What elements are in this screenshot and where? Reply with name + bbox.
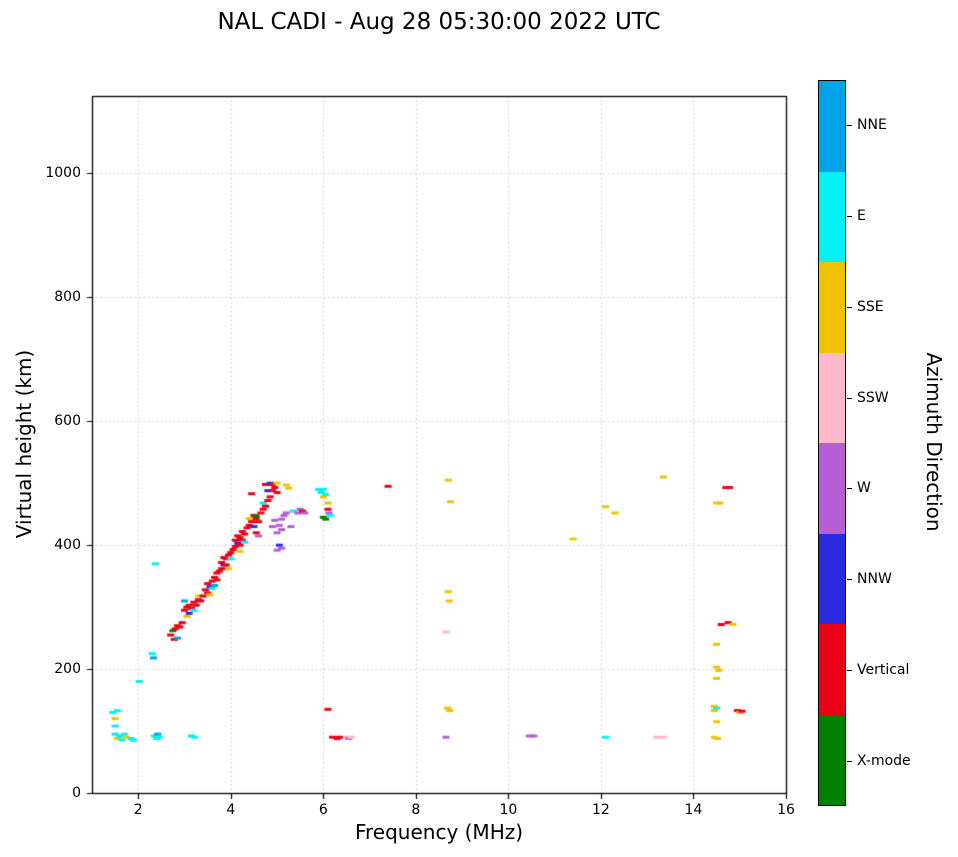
colorbar-tick	[847, 306, 852, 308]
colorbar-label-NNW: NNW	[857, 571, 892, 588]
colorbar-axis-label: Azimuth Direction	[922, 352, 946, 532]
colorbar-segment-Vertical	[819, 624, 845, 715]
colorbar-tick	[847, 488, 852, 490]
colorbar-label-W: W	[857, 480, 871, 497]
x-tick-label: 8	[411, 802, 421, 818]
x-tick-label: 12	[592, 802, 610, 818]
x-axis-label: Frequency (MHz)	[354, 820, 524, 844]
x-tick-label: 14	[684, 802, 703, 818]
colorbar-tick	[847, 397, 852, 399]
x-tick-label: 10	[499, 802, 518, 818]
colorbar-tick	[847, 579, 852, 581]
y-axis-label: Virtual height (km)	[12, 349, 36, 539]
colorbar-tick	[847, 216, 852, 218]
y-tick-label: 1000	[45, 165, 81, 182]
colorbar-segment-SSE	[819, 262, 845, 353]
colorbar-tick	[847, 669, 852, 671]
y-tick-label: 0	[72, 785, 81, 801]
x-tick-label: 2	[133, 802, 143, 818]
colorbar-label-NNE: NNE	[857, 117, 887, 134]
x-tick-label: 4	[226, 802, 236, 818]
colorbar-label-SSW: SSW	[857, 389, 889, 406]
colorbar-segment-NNE	[819, 81, 845, 172]
colorbar-segment-SSW	[819, 352, 845, 443]
colorbar-segment-NNW	[819, 533, 845, 624]
chart-title: NAL CADI - Aug 28 05:30:00 2022 UTC	[217, 9, 661, 35]
colorbar-label-E: E	[857, 208, 866, 225]
colorbar-tick	[847, 125, 852, 127]
colorbar-segment-E	[819, 171, 845, 262]
colorbar-segment-X-mode	[819, 714, 845, 805]
colorbar-label-SSE: SSE	[857, 298, 884, 315]
y-tick-label: 200	[54, 661, 81, 678]
colorbar-segment-W	[819, 443, 845, 534]
x-tick-label: 16	[777, 802, 795, 818]
colorbar	[818, 80, 846, 806]
y-tick-label: 600	[54, 413, 81, 430]
colorbar-label-Vertical: Vertical	[857, 661, 910, 678]
y-tick-label: 800	[54, 289, 81, 306]
y-tick-label: 400	[54, 537, 81, 554]
colorbar-label-X-mode: X-mode	[857, 752, 911, 769]
x-tick-label: 6	[318, 802, 328, 818]
colorbar-tick	[847, 760, 852, 762]
